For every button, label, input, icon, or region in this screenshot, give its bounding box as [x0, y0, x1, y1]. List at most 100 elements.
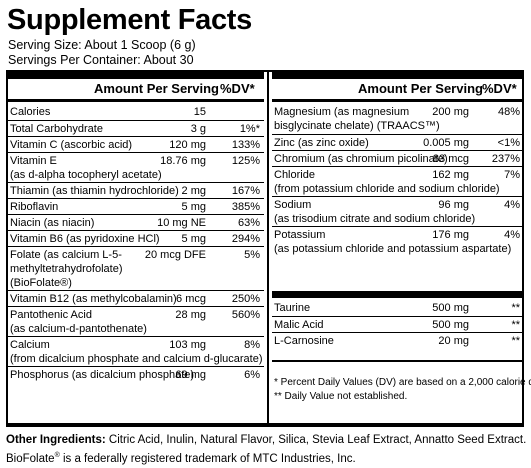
nutrient-amount: 96 mg: [438, 199, 469, 211]
nutrient-name: Vitamin B6 (as pyridoxine HCl): [10, 233, 160, 245]
nutrient-name: Thiamin (as thiamin hydrochloride): [10, 185, 179, 197]
nutrient-row: Vitamin B6 (as pyridoxine HCl) 5 mg 294%: [8, 230, 264, 246]
nutrient-amount: 500 mg: [432, 319, 469, 331]
nutrient-name: Riboflavin: [10, 201, 59, 213]
nutrient-amount: 3 g: [190, 123, 206, 135]
nutrient-name: Potassium: [274, 229, 326, 241]
nutrient-source: methyltetrahydrofolate): [10, 263, 123, 275]
nutrient-amount: 83 mcg: [432, 153, 469, 165]
nutrient-row: Vitamin C (ascorbic acid) 120 mg 133%: [8, 136, 264, 152]
registered-mark: ®: [54, 452, 60, 459]
nutrient-row: Pantothenic Acid 28 mg 560% (as calcium-d-p…: [8, 306, 264, 336]
nutrient-dv: 4%: [504, 229, 520, 241]
nutrient-dv: 294%: [231, 233, 260, 245]
facts-panel: Amount Per Serving %DV* Calories 15 Total …: [6, 70, 531, 425]
nutrient-amount: 162 mg: [432, 169, 469, 181]
nutrient-amount: 20 mcg DFE: [144, 249, 206, 261]
nutrient-amount: 5 mg: [181, 201, 206, 213]
nutrient-row: Thiamin (as thiamin hydrochloride) 2 mg 16…: [8, 182, 264, 198]
nutrient-name: Total Carbohydrate: [10, 123, 103, 135]
left-dv-header: %DV*: [220, 81, 255, 96]
nutrient-dv: 167%: [231, 185, 260, 197]
nutrient-source: (BioFolate®): [10, 277, 72, 289]
nutrient-row: Chromium (as chromium picolinate) 83 mcg 2…: [272, 150, 524, 166]
nutrient-dv: 237%: [491, 153, 520, 165]
nutrient-amount: 18.76 mg: [160, 155, 206, 167]
nutrient-amount: 28 mg: [175, 309, 206, 321]
footnote-no-dv: ** Daily Value not established.: [274, 391, 408, 402]
footnote-dv: * Percent Daily Values (DV) are based on…: [274, 377, 531, 388]
nutrient-name: Folate (as calcium L-5-: [10, 249, 122, 261]
nutrient-amount: 0.005 mg: [423, 137, 469, 149]
nutrient-source: (as potassium chloride and potassium asp…: [274, 243, 512, 255]
right-mid-bar: [272, 291, 524, 298]
nutrient-name: Vitamin E: [10, 155, 57, 167]
nutrient-amount: 500 mg: [432, 302, 469, 314]
right-header-rule: [272, 99, 524, 102]
column-divider: [267, 72, 269, 423]
other-ingredients-text: Citric Acid, Inulin, Natural Flavor, Sil…: [105, 434, 527, 446]
nutrient-name: Vitamin B12 (as methylcobalamin): [10, 293, 177, 305]
nutrient-dv: 7%: [504, 169, 520, 181]
nutrient-dv: 560%: [231, 309, 260, 321]
nutrient-dv: **: [511, 335, 520, 347]
nutrient-row: Magnesium (as magnesium 200 mg 48% bisglyci…: [272, 104, 524, 134]
nutrient-row: Potassium 176 mg 4% (as potassium chloride …: [272, 226, 524, 256]
nutrient-dv: 385%: [231, 201, 260, 213]
trademark-brand: BioFolate: [6, 452, 55, 465]
nutrient-name: Sodium: [274, 199, 312, 211]
left-header-rule: [8, 99, 264, 102]
nutrient-name: Zinc (as zinc oxide): [274, 137, 369, 149]
nutrient-dv: 63%: [237, 217, 260, 229]
nutrient-dv: **: [511, 302, 520, 314]
right-dv-header: %DV*: [482, 81, 517, 96]
nutrient-amount: 200 mg: [432, 106, 469, 118]
left-header-bar: [8, 72, 264, 79]
nutrient-name: Malic Acid: [274, 319, 324, 331]
nutrient-row: Vitamin E 18.76 mg 125% (as d-alpha tocophe…: [8, 152, 264, 182]
nutrient-amount: 10 mg NE: [157, 217, 206, 229]
nutrient-amount: 6 mcg: [176, 293, 206, 305]
nutrient-dv: **: [511, 319, 520, 331]
serving-size: Serving Size: About 1 Scoop (6 g): [8, 38, 196, 52]
nutrient-dv: 133%: [231, 139, 260, 151]
nutrient-dv: 5%: [244, 249, 260, 261]
nutrient-row: Malic Acid 500 mg **: [272, 316, 524, 332]
nutrient-name: Calcium: [10, 339, 50, 351]
nutrient-row: Sodium 96 mg 4% (as trisodium citrate and s…: [272, 196, 524, 226]
nutrient-row: Folate (as calcium L-5- 20 mcg DFE 5% methy…: [8, 246, 264, 290]
nutrient-amount: 2 mg: [181, 185, 206, 197]
nutrient-dv: 6%: [244, 369, 260, 381]
trademark-note: BioFolate® is a federally registered tra…: [6, 449, 356, 466]
nutrient-amount: 20 mg: [438, 335, 469, 347]
nutrient-name: Vitamin C (ascorbic acid): [10, 139, 133, 151]
nutrient-dv: 4%: [504, 199, 520, 211]
nutrient-amount: 176 mg: [432, 229, 469, 241]
nutrient-name: Calories: [10, 106, 51, 118]
nutrient-dv: 1%*: [239, 123, 260, 135]
nutrient-source: (from dicalcium phosphate and calcium d-…: [10, 353, 263, 365]
nutrient-name: Chromium (as chromium picolinate): [274, 153, 448, 165]
nutrient-name: Pantothenic Acid: [10, 309, 92, 321]
nutrient-source: (from potassium chloride and sodium chlo…: [274, 183, 500, 195]
nutrient-dv: <1%: [497, 137, 520, 149]
nutrient-name: Magnesium (as magnesium: [274, 106, 410, 118]
nutrient-dv: 8%: [244, 339, 260, 351]
nutrient-source: (as d-alpha tocopheryl acetate): [10, 169, 162, 181]
nutrient-amount: 120 mg: [169, 139, 206, 151]
nutrient-row: Phosphorus (as dicalcium phosphate) 69 mg…: [8, 366, 264, 382]
nutrient-name: Chloride: [274, 169, 315, 181]
nutrient-row: Calories 15: [8, 104, 264, 120]
right-header-bar: [272, 72, 524, 79]
nutrient-name: Phosphorus (as dicalcium phosphate): [10, 369, 195, 381]
nutrient-source: (as calcium-d-pantothenate): [10, 323, 147, 335]
nutrient-amount: 15: [193, 106, 206, 118]
right-amount-header: Amount Per Serving: [358, 81, 483, 96]
nutrient-amount: 5 mg: [181, 233, 206, 245]
nutrient-source: (as trisodium citrate and sodium chlorid…: [274, 213, 476, 225]
nutrient-row: Riboflavin 5 mg 385%: [8, 198, 264, 214]
other-ingredients: Other Ingredients: Citric Acid, Inulin, …: [6, 433, 526, 447]
nutrient-row: Vitamin B12 (as methylcobalamin) 6 mcg 250…: [8, 290, 264, 306]
nutrient-dv: 125%: [231, 155, 260, 167]
nutrient-dv: 250%: [231, 293, 260, 305]
